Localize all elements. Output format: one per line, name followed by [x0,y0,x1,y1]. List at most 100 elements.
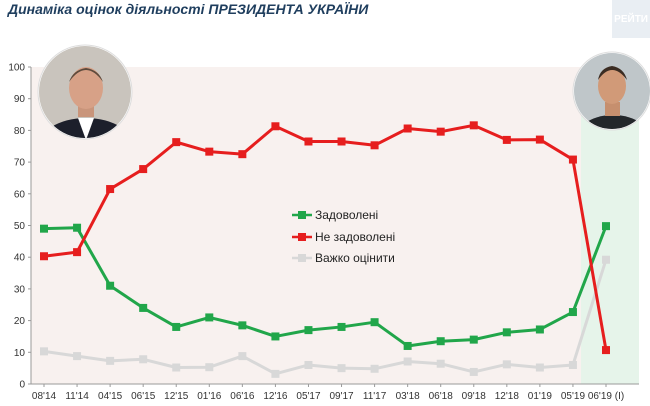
data-point [535,325,544,334]
legend-marker-hard-to-say [298,254,306,262]
data-point [337,322,346,331]
data-point [304,137,313,146]
y-tick-label: 20 [14,316,26,327]
data-point [40,252,48,261]
series-group [40,121,610,378]
data-point [370,141,379,150]
x-tick-label: 01'19 [528,391,553,402]
data-point [602,346,610,355]
portrait-photo-right [572,51,650,131]
legend-label-satisfied: Задоволені [315,208,378,222]
data-point [436,359,445,368]
data-point [568,155,577,164]
legend-item-hard-to-say: Важко оцінити [292,251,395,265]
series-line-2 [43,259,608,376]
data-point [304,326,313,335]
data-point [106,356,115,365]
legend-label-unsatisfied: Не задоволені [315,230,395,244]
y-tick-label: 40 [14,253,26,264]
data-point [502,135,511,144]
y-tick-label: 30 [14,284,26,295]
x-tick-label: 11'17 [363,391,387,402]
x-tick-label: 05'17 [296,391,321,402]
data-point [502,360,511,369]
legend-item-satisfied: Задоволені [292,208,378,222]
data-point [172,138,181,147]
x-tick-label: 06'16 [230,391,255,402]
data-point [502,328,511,337]
y-tick-label: 0 [19,380,25,391]
y-tick-label: 10 [14,348,26,359]
data-point [106,185,115,194]
chart-title: Динаміка оцінок діяльності ПРЕЗИДЕНТА УК… [8,1,369,17]
x-tick-label: 06'15 [131,391,156,402]
y-tick-label: 60 [14,189,26,200]
data-point [238,321,247,330]
x-tick-label: 01'16 [197,391,222,402]
data-point [403,357,412,366]
data-point [139,165,148,174]
x-tick-label: 11'14 [65,391,89,402]
series-line-1 [43,123,608,351]
data-point [40,224,48,233]
y-tick-label: 50 [14,221,26,232]
data-point [205,363,214,372]
data-point [238,352,247,361]
data-point [370,318,379,327]
data-point [40,347,48,356]
x-tick-label: 06'19 (I) [588,391,624,402]
legend-item-unsatisfied: Не задоволені [292,230,395,244]
x-tick-label: 05'19 [561,391,586,402]
x-tick-label: 12'16 [263,391,288,402]
legend-marker-unsatisfied [298,233,306,241]
data-point [139,303,148,312]
data-point [271,369,280,378]
data-point [436,127,445,136]
data-point [172,363,181,372]
legend: Задоволені Не задоволені Важко оцінити [292,208,395,265]
series-line-0 [43,225,608,348]
data-point [469,335,478,344]
x-tick-label: 03'18 [396,391,421,402]
x-tick-label: 06'18 [429,391,454,402]
data-point [568,360,577,369]
data-point [205,313,214,322]
data-point [403,341,412,350]
legend-label-hard-to-say: Важко оцінити [315,251,395,265]
brand-logo: РЕЙТИ [612,0,650,38]
data-point [602,222,610,231]
data-point [73,248,82,257]
data-point [139,355,148,364]
x-tick-label: 12'15 [164,391,189,402]
x-tick-label: 08'14 [32,391,57,402]
y-tick-label: 100 [8,63,25,74]
data-point [568,308,577,317]
data-point [403,124,412,133]
data-point [337,137,346,146]
y-tick-label: 80 [14,126,26,137]
x-tick-label: 09'17 [329,391,354,402]
data-point [106,281,115,290]
data-point [436,337,445,346]
data-point [172,322,181,331]
data-point [238,150,247,159]
data-point [304,360,313,369]
data-point [205,147,214,156]
x-axis: 08'14 11'14 04'15 06'15 12'15 01'16 06'16 12'16… [31,383,639,402]
y-tick-label: 90 [14,94,26,105]
data-point [469,367,478,376]
data-point [535,135,544,144]
data-point [535,363,544,372]
data-point [271,332,280,341]
data-point [602,255,610,264]
x-tick-label: 04'15 [98,391,123,402]
y-tick-label: 70 [14,158,26,169]
data-point [469,121,478,130]
data-point [370,364,379,373]
data-point [337,364,346,373]
data-point [73,223,82,232]
legend-marker-satisfied [298,211,306,219]
x-tick-label: 09'18 [462,391,487,402]
y-axis: 0 10 20 30 40 50 60 70 80 90 100 [8,63,32,391]
